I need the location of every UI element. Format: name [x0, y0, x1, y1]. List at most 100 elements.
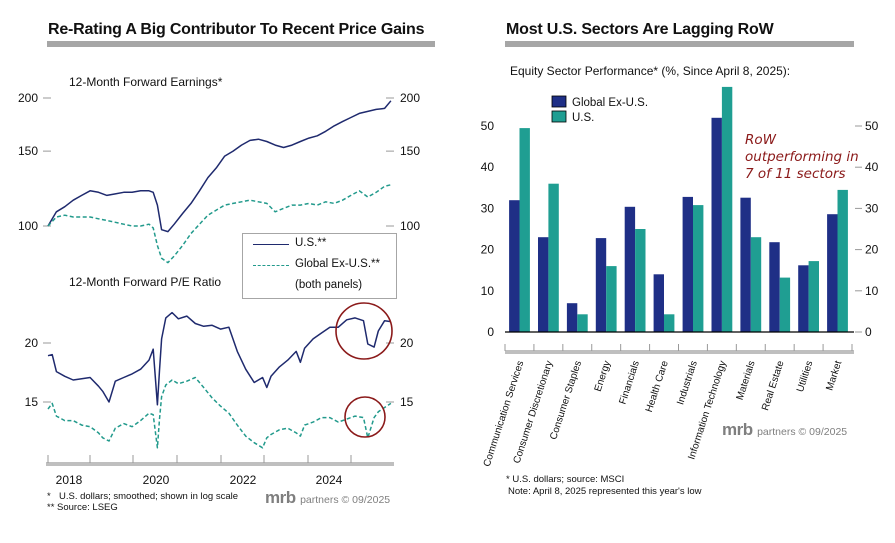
logo-partners: partners © 09/2025	[757, 426, 848, 438]
logo-mrb: mrb	[722, 420, 753, 439]
bar-global-market	[827, 214, 838, 332]
us-pe-highlight-circle	[335, 302, 393, 360]
pe-ytick-15-label-right: 15	[400, 395, 414, 409]
bar-us-industrials	[693, 205, 704, 332]
bar-ytick-right-20: 20	[865, 243, 879, 257]
bar-ytick-right-0: 0	[865, 325, 872, 339]
category-label-market: Market	[824, 359, 844, 392]
pe-ytick-20-label-right: 20	[400, 336, 414, 350]
right-x-axis-bar	[505, 350, 854, 354]
legend-global-label: Global Ex-U.S.**	[295, 258, 381, 270]
bar-global-consumer-staples	[566, 303, 578, 332]
earnings-global-line	[47, 184, 392, 264]
left-chart-title: Re-Rating A Big Contributor To Recent Pr…	[48, 21, 425, 38]
x-label-2018: 2018	[56, 473, 83, 487]
earnings-ytick-100-label-left: 100	[18, 219, 38, 233]
logo-partners: partners © 09/2025	[300, 494, 391, 506]
earnings-ytick-150-label-left: 150	[18, 144, 38, 158]
earnings-ytick-200-label-left: 200	[18, 91, 38, 105]
earnings-ytick-100-label-right: 100	[400, 219, 420, 233]
annotation-line-1: RoW	[745, 132, 776, 148]
bar-global-utilities	[798, 265, 809, 332]
left-title-underline	[47, 41, 435, 47]
right-title-underline	[505, 41, 854, 47]
bar-ytick-left-40: 40	[481, 160, 495, 174]
bar-us-financials	[635, 229, 646, 332]
pe-global-line	[47, 376, 392, 449]
bar-ytick-right-10: 10	[865, 284, 879, 298]
earnings-ytick-150-label-right: 150	[400, 144, 420, 158]
right-footnote-1: * U.S. dollars; source: MSCI	[506, 474, 625, 485]
left-mrb-logo: mrb partners © 09/2025	[265, 488, 390, 508]
bar-global-health-care	[653, 274, 664, 332]
bar-ytick-left-0: 0	[487, 325, 494, 339]
category-label-financials: Financials	[618, 360, 642, 406]
annotation-line-3: 7 of 11 sectors	[745, 166, 846, 182]
bar-ytick-right-30: 30	[865, 201, 879, 215]
bar-ytick-right-50: 50	[865, 119, 879, 133]
legend-us-label: U.S.	[572, 112, 594, 124]
x-label-2020: 2020	[143, 473, 170, 487]
logo-mrb: mrb	[265, 488, 296, 507]
bar-global-information-technology	[711, 117, 722, 332]
bar-ytick-left-20: 20	[481, 243, 495, 257]
bar-ytick-right-40: 40	[865, 160, 879, 174]
legend-us-label: U.S.**	[295, 237, 327, 249]
bar-us-market	[837, 189, 848, 332]
right-chart-subtitle: Equity Sector Performance* (%, Since Apr…	[510, 64, 791, 78]
legend-global-swatch	[551, 95, 567, 108]
category-label-consumer-staples: Consumer Staples	[548, 360, 584, 442]
bar-us-consumer-discretionary	[548, 183, 559, 332]
left-footnote-marker: *	[47, 491, 51, 502]
right-mrb-logo: mrb partners © 09/2025	[722, 420, 847, 440]
earnings-ytick-200-label-right: 200	[400, 91, 420, 105]
bar-global-financials	[624, 206, 636, 332]
bar-us-information-technology	[721, 86, 733, 333]
left-legend: U.S.** Global Ex-U.S.** (both panels)	[242, 233, 397, 299]
category-label-energy: Energy	[593, 360, 613, 394]
bar-ytick-left-10: 10	[481, 284, 495, 298]
earnings-us-line	[47, 100, 392, 233]
bar-global-materials	[740, 197, 751, 332]
left-footnote-2: ** Source: LSEG	[47, 502, 118, 513]
bar-us-consumer-staples	[577, 314, 588, 332]
category-label-health-care: Health Care	[644, 359, 671, 414]
x-label-2024: 2024	[316, 473, 343, 487]
global-pe-highlight-circle	[344, 396, 386, 438]
legend-us-swatch	[253, 244, 289, 245]
bar-us-utilities	[808, 261, 819, 332]
category-label-real-estate: Real Estate	[760, 359, 787, 412]
pe-ytick-20-label-left: 20	[25, 336, 39, 350]
annotation-line-2: outperforming in	[745, 149, 859, 165]
bar-ytick-left-50: 50	[481, 119, 495, 133]
bar-us-communication-services	[519, 128, 530, 332]
category-label-utilities: Utilities	[795, 360, 815, 394]
pe-panel-label: 12-Month Forward P/E Ratio	[69, 275, 222, 289]
legend-global-swatch	[253, 265, 289, 266]
category-label-materials: Materials	[735, 360, 758, 402]
bar-us-health-care	[664, 314, 675, 332]
legend-global-label: Global Ex-U.S.	[572, 97, 648, 109]
bar-global-communication-services	[509, 200, 520, 332]
bar-global-consumer-discretionary	[538, 237, 549, 332]
legend-note: (both panels)	[295, 279, 363, 291]
right-chart-title: Most U.S. Sectors Are Lagging RoW	[506, 21, 774, 38]
left-footnote-1: U.S. dollars; smoothed; shown in log sca…	[59, 491, 239, 502]
bar-us-real-estate	[779, 277, 791, 332]
pe-us-line	[47, 311, 392, 406]
bar-us-materials	[750, 237, 762, 332]
x-label-2022: 2022	[230, 473, 257, 487]
right-footnote-2: Note: April 8, 2025 represented this yea…	[508, 486, 702, 497]
bar-global-industrials	[682, 196, 693, 332]
pe-ytick-15-label-left: 15	[25, 395, 39, 409]
bar-global-energy	[595, 238, 607, 332]
legend-us-swatch	[551, 110, 567, 123]
bar-ytick-left-30: 30	[481, 201, 495, 215]
earnings-panel-label: 12-Month Forward Earnings*	[69, 75, 223, 89]
left-x-axis-bar	[46, 462, 394, 466]
row-annotation: RoW outperforming in 7 of 11 sectors	[745, 132, 859, 183]
bar-global-real-estate	[769, 242, 780, 332]
category-label-industrials: Industrials	[675, 360, 700, 407]
